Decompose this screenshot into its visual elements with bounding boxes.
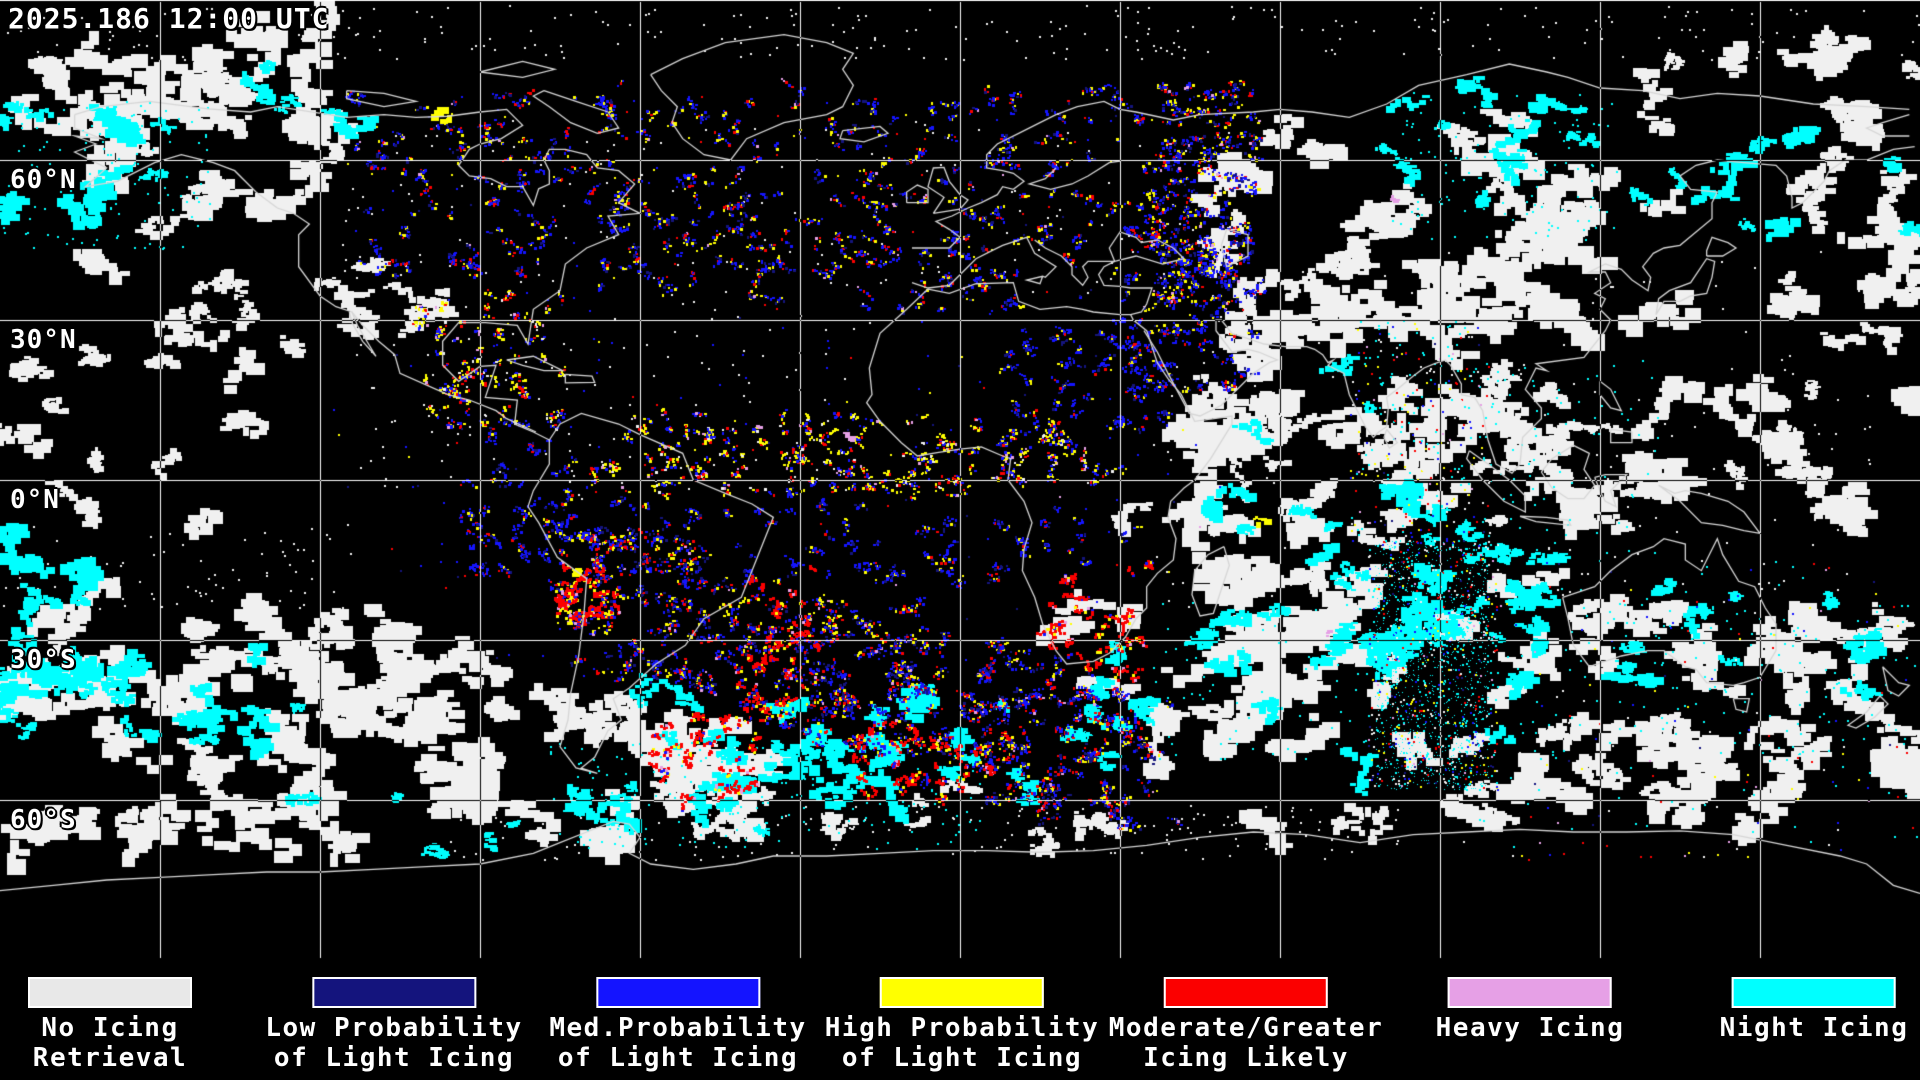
heavy-icing-swatch	[1448, 977, 1612, 1008]
legend-label: No Icing	[41, 1013, 179, 1043]
legend-item-heavy: Heavy Icing	[1436, 960, 1625, 1043]
moderate-greater-swatch	[1163, 977, 1328, 1008]
legend-label: of Light Icing	[557, 1043, 799, 1073]
legend-label: of Light Icing	[273, 1043, 515, 1073]
legend-item-low-prob: Low Probability of Light Icing	[265, 960, 522, 1073]
lat-label-30n: 30°N	[10, 325, 77, 355]
legend-label: Low Probability	[265, 1013, 523, 1043]
map-area: 2025.186 12:00 UTC 60°N 30°N 0°N 30°S 60…	[0, 0, 1920, 960]
legend-item-moderate-greater: Moderate/Greater Icing Likely	[1109, 960, 1383, 1073]
world-icing-map	[0, 0, 1920, 960]
legend-label: Med.Probability	[549, 1013, 807, 1043]
lat-label-0n: 0°N	[10, 485, 60, 515]
high-prob-swatch	[879, 977, 1044, 1008]
legend-label: Heavy Icing	[1435, 1013, 1625, 1043]
legend-label: High Probability	[824, 1013, 1100, 1043]
legend-label: Moderate/Greater	[1108, 1013, 1384, 1043]
legend-label: Night Icing	[1719, 1013, 1909, 1043]
legend-item-high-prob: High Probability of Light Icing	[825, 960, 1099, 1073]
lat-label-60n: 60°N	[10, 165, 77, 195]
low-prob-swatch	[312, 977, 476, 1008]
legend-item-no-icing: No Icing Retrieval	[28, 960, 192, 1073]
timestamp: 2025.186 12:00 UTC	[8, 2, 330, 35]
night-icing-swatch	[1732, 977, 1896, 1008]
no-icing-swatch	[28, 977, 192, 1008]
lat-label-30s: 30°S	[10, 645, 77, 675]
legend: No Icing Retrieval Low Probability of Li…	[0, 960, 1920, 1080]
legend-label: Retrieval	[32, 1043, 188, 1073]
med-prob-swatch	[596, 977, 760, 1008]
legend-label: Icing Likely	[1143, 1043, 1349, 1073]
lat-label-60s: 60°S	[10, 805, 77, 835]
legend-item-night: Night Icing	[1720, 960, 1909, 1043]
legend-label: of Light Icing	[841, 1043, 1083, 1073]
legend-item-med-prob: Med.Probability of Light Icing	[549, 960, 806, 1073]
